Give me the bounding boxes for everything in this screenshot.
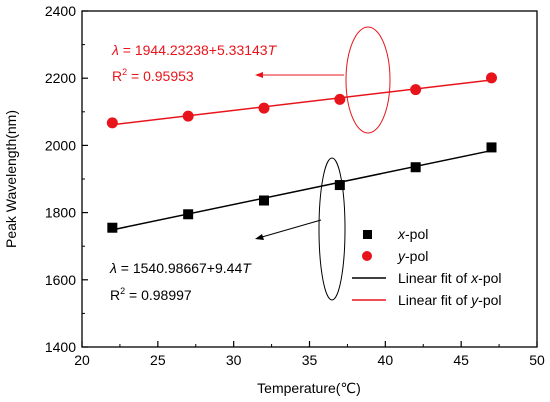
x-axis: 20 25 30 35 40 45 50 xyxy=(74,341,545,368)
fit-lines xyxy=(112,79,492,231)
y-axis-title: Peak Wavelength(nm) xyxy=(3,110,19,248)
y-pol-r-squared: R2 = 0.95953 xyxy=(112,67,194,84)
fit-line-x-pol xyxy=(112,149,492,231)
y-pol-highlight-ellipse xyxy=(345,26,391,134)
data-point-x-pol xyxy=(486,142,497,153)
x-axis-title: Temperature(℃) xyxy=(257,380,361,396)
data-point-y-pol xyxy=(334,93,346,105)
x-pol-fit-equation: λ = 1540.98667+9.44T xyxy=(109,260,252,276)
x-tick-label: 45 xyxy=(453,352,469,368)
y-pol-annotation-arrowhead xyxy=(255,72,263,78)
y-tick-label: 2200 xyxy=(45,70,76,86)
x-tick-label: 40 xyxy=(378,352,394,368)
legend-label-y-pol: y-pol xyxy=(397,248,428,264)
data-point-y-pol xyxy=(106,117,118,129)
legend: x-pol y-pol Linear fit of x-pol Linear f… xyxy=(352,226,502,308)
data-point-y-pol xyxy=(258,102,270,114)
data-point-x-pol xyxy=(107,222,118,233)
y-tick-label: 2000 xyxy=(45,137,76,153)
legend-label-fit-x-pol: Linear fit of x-pol xyxy=(398,270,502,286)
x-tick-label: 20 xyxy=(74,352,90,368)
y-tick-label: 2400 xyxy=(45,3,76,19)
legend-marker-y-pol xyxy=(362,251,372,261)
legend-label-x-pol: x-pol xyxy=(397,226,428,242)
data-point-y-pol xyxy=(182,110,194,122)
data-point-x-pol xyxy=(334,180,345,191)
data-point-x-pol xyxy=(259,195,269,206)
data-point-y-pol xyxy=(486,72,497,84)
x-pol-highlight-ellipse xyxy=(318,157,346,301)
legend-marker-x-pol xyxy=(363,230,372,239)
x-pol-annotation-arrowhead xyxy=(255,234,264,240)
data-point-x-pol xyxy=(183,209,194,220)
x-tick-label: 30 xyxy=(226,352,242,368)
x-tick-label: 50 xyxy=(529,352,545,368)
x-pol-annotation-arrow-line xyxy=(261,219,322,238)
fit-line-y-pol xyxy=(112,79,492,126)
data-point-x-pol xyxy=(410,162,421,173)
legend-label-fit-y-pol: Linear fit of y-pol xyxy=(398,292,502,308)
data-markers xyxy=(106,72,497,233)
x-pol-r-squared: R2 = 0.98997 xyxy=(110,286,192,303)
y-tick-label: 1600 xyxy=(45,272,76,288)
y-tick-label: 1400 xyxy=(45,339,76,355)
y-axis: 1400 1600 1800 2000 2200 2400 xyxy=(45,3,88,355)
data-point-y-pol xyxy=(410,84,422,96)
y-pol-fit-equation: λ = 1944.23238+5.33143T xyxy=(111,42,278,58)
x-tick-label: 25 xyxy=(150,352,166,368)
x-tick-label: 35 xyxy=(302,352,318,368)
y-tick-label: 1800 xyxy=(45,205,76,221)
